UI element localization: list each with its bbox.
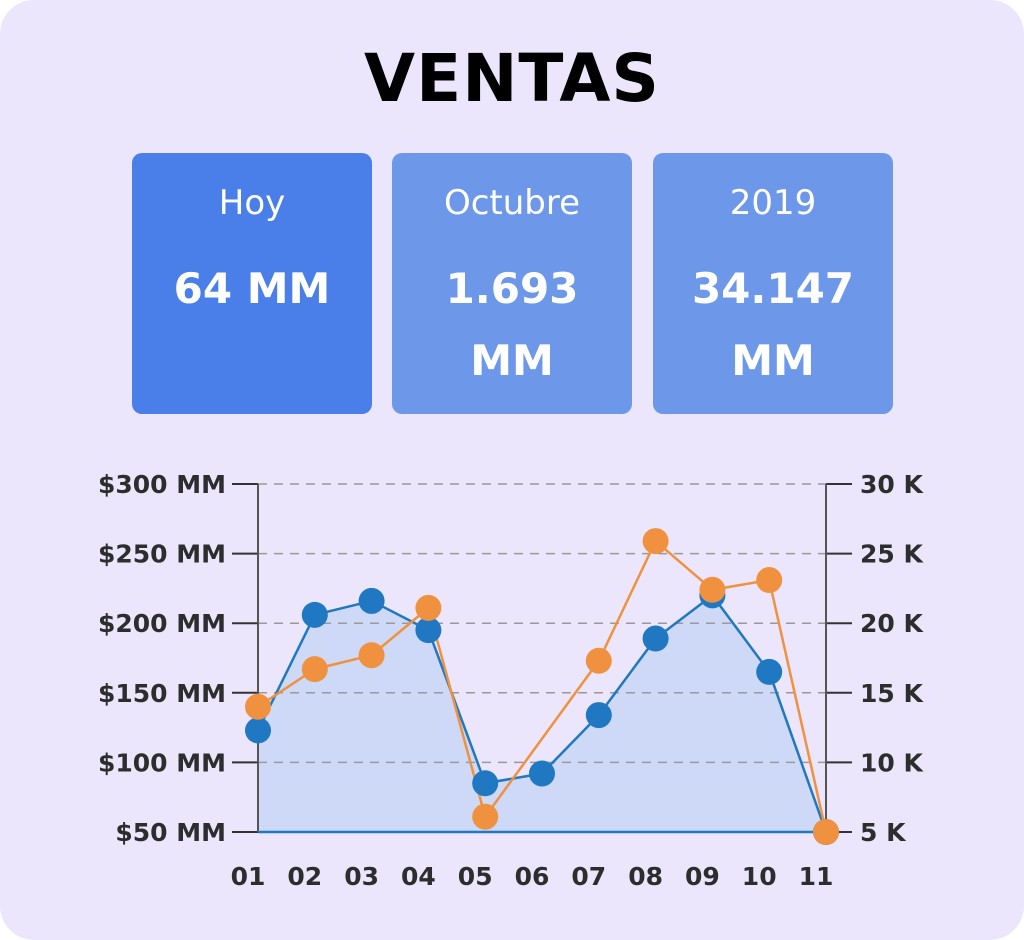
x-tick-label: 07 <box>571 862 606 891</box>
y-left-tick-label: $200 MM <box>98 609 226 638</box>
series-1-point <box>358 587 385 614</box>
x-tick-label: 08 <box>628 862 663 891</box>
x-tick-label: 06 <box>515 862 550 891</box>
series-2-point <box>415 594 442 621</box>
kpi-card-today: Hoy 64 MM <box>132 153 372 414</box>
series-line-2 <box>257 539 828 833</box>
page-title: VENTAS <box>364 40 660 117</box>
x-tick-label: 03 <box>344 862 379 891</box>
series-2-point <box>358 642 385 669</box>
x-tick-label: 05 <box>458 862 493 891</box>
kpi-label: Octubre <box>443 183 581 223</box>
series-1-point <box>756 658 783 685</box>
series-1-point <box>585 702 612 729</box>
series-1-point <box>529 760 555 787</box>
y-right-tick-label: 5 K <box>860 818 907 847</box>
series-1-point <box>245 717 271 744</box>
y-right-tick-label: 30 K <box>860 470 924 499</box>
area-fill <box>258 595 826 832</box>
y-left-tick-label: $250 MM <box>98 540 226 569</box>
kpi-label: Hoy <box>218 183 286 223</box>
kpi-value: 34.147 MM <box>691 264 855 385</box>
x-tick-label: 10 <box>742 862 777 891</box>
x-tick-label: 04 <box>401 862 436 891</box>
y-right-tick-label: 25 K <box>860 540 924 569</box>
series-2-point <box>472 803 499 830</box>
kpi-value: 1.693 MM <box>445 264 579 385</box>
x-tick-label: 01 <box>231 862 266 891</box>
series-2-point <box>642 528 669 555</box>
y-left-tick-label: $50 MM <box>115 818 226 847</box>
kpi-value: 64 MM <box>173 264 331 313</box>
kpi-card-year: 2019 34.147 MM <box>653 153 893 414</box>
y-left-tick-label: $100 MM <box>98 748 226 777</box>
series-2-point <box>699 576 726 603</box>
y-left-tick-label: $300 MM <box>98 470 226 499</box>
x-tick-label: 02 <box>287 862 322 891</box>
series-1-point <box>301 601 328 628</box>
series-2-point <box>756 567 783 594</box>
y-right-tick-label: 15 K <box>860 679 924 708</box>
series-2-point <box>301 656 328 683</box>
series-1-point <box>642 625 669 652</box>
y-right-tick-label: 20 K <box>860 609 924 638</box>
kpi-card-month: Octubre 1.693 MM <box>392 153 632 414</box>
series-2-point <box>245 693 271 720</box>
y-left-tick-label: $150 MM <box>98 679 226 708</box>
series-1-point <box>415 617 442 644</box>
x-tick-label: 11 <box>799 862 834 891</box>
kpi-label: 2019 <box>729 183 817 223</box>
series-1-point <box>472 770 499 797</box>
series-2-point <box>585 647 612 674</box>
y-right-tick-label: 10 K <box>860 748 924 777</box>
series-2-point <box>813 819 839 845</box>
x-tick-label: 09 <box>685 862 720 891</box>
